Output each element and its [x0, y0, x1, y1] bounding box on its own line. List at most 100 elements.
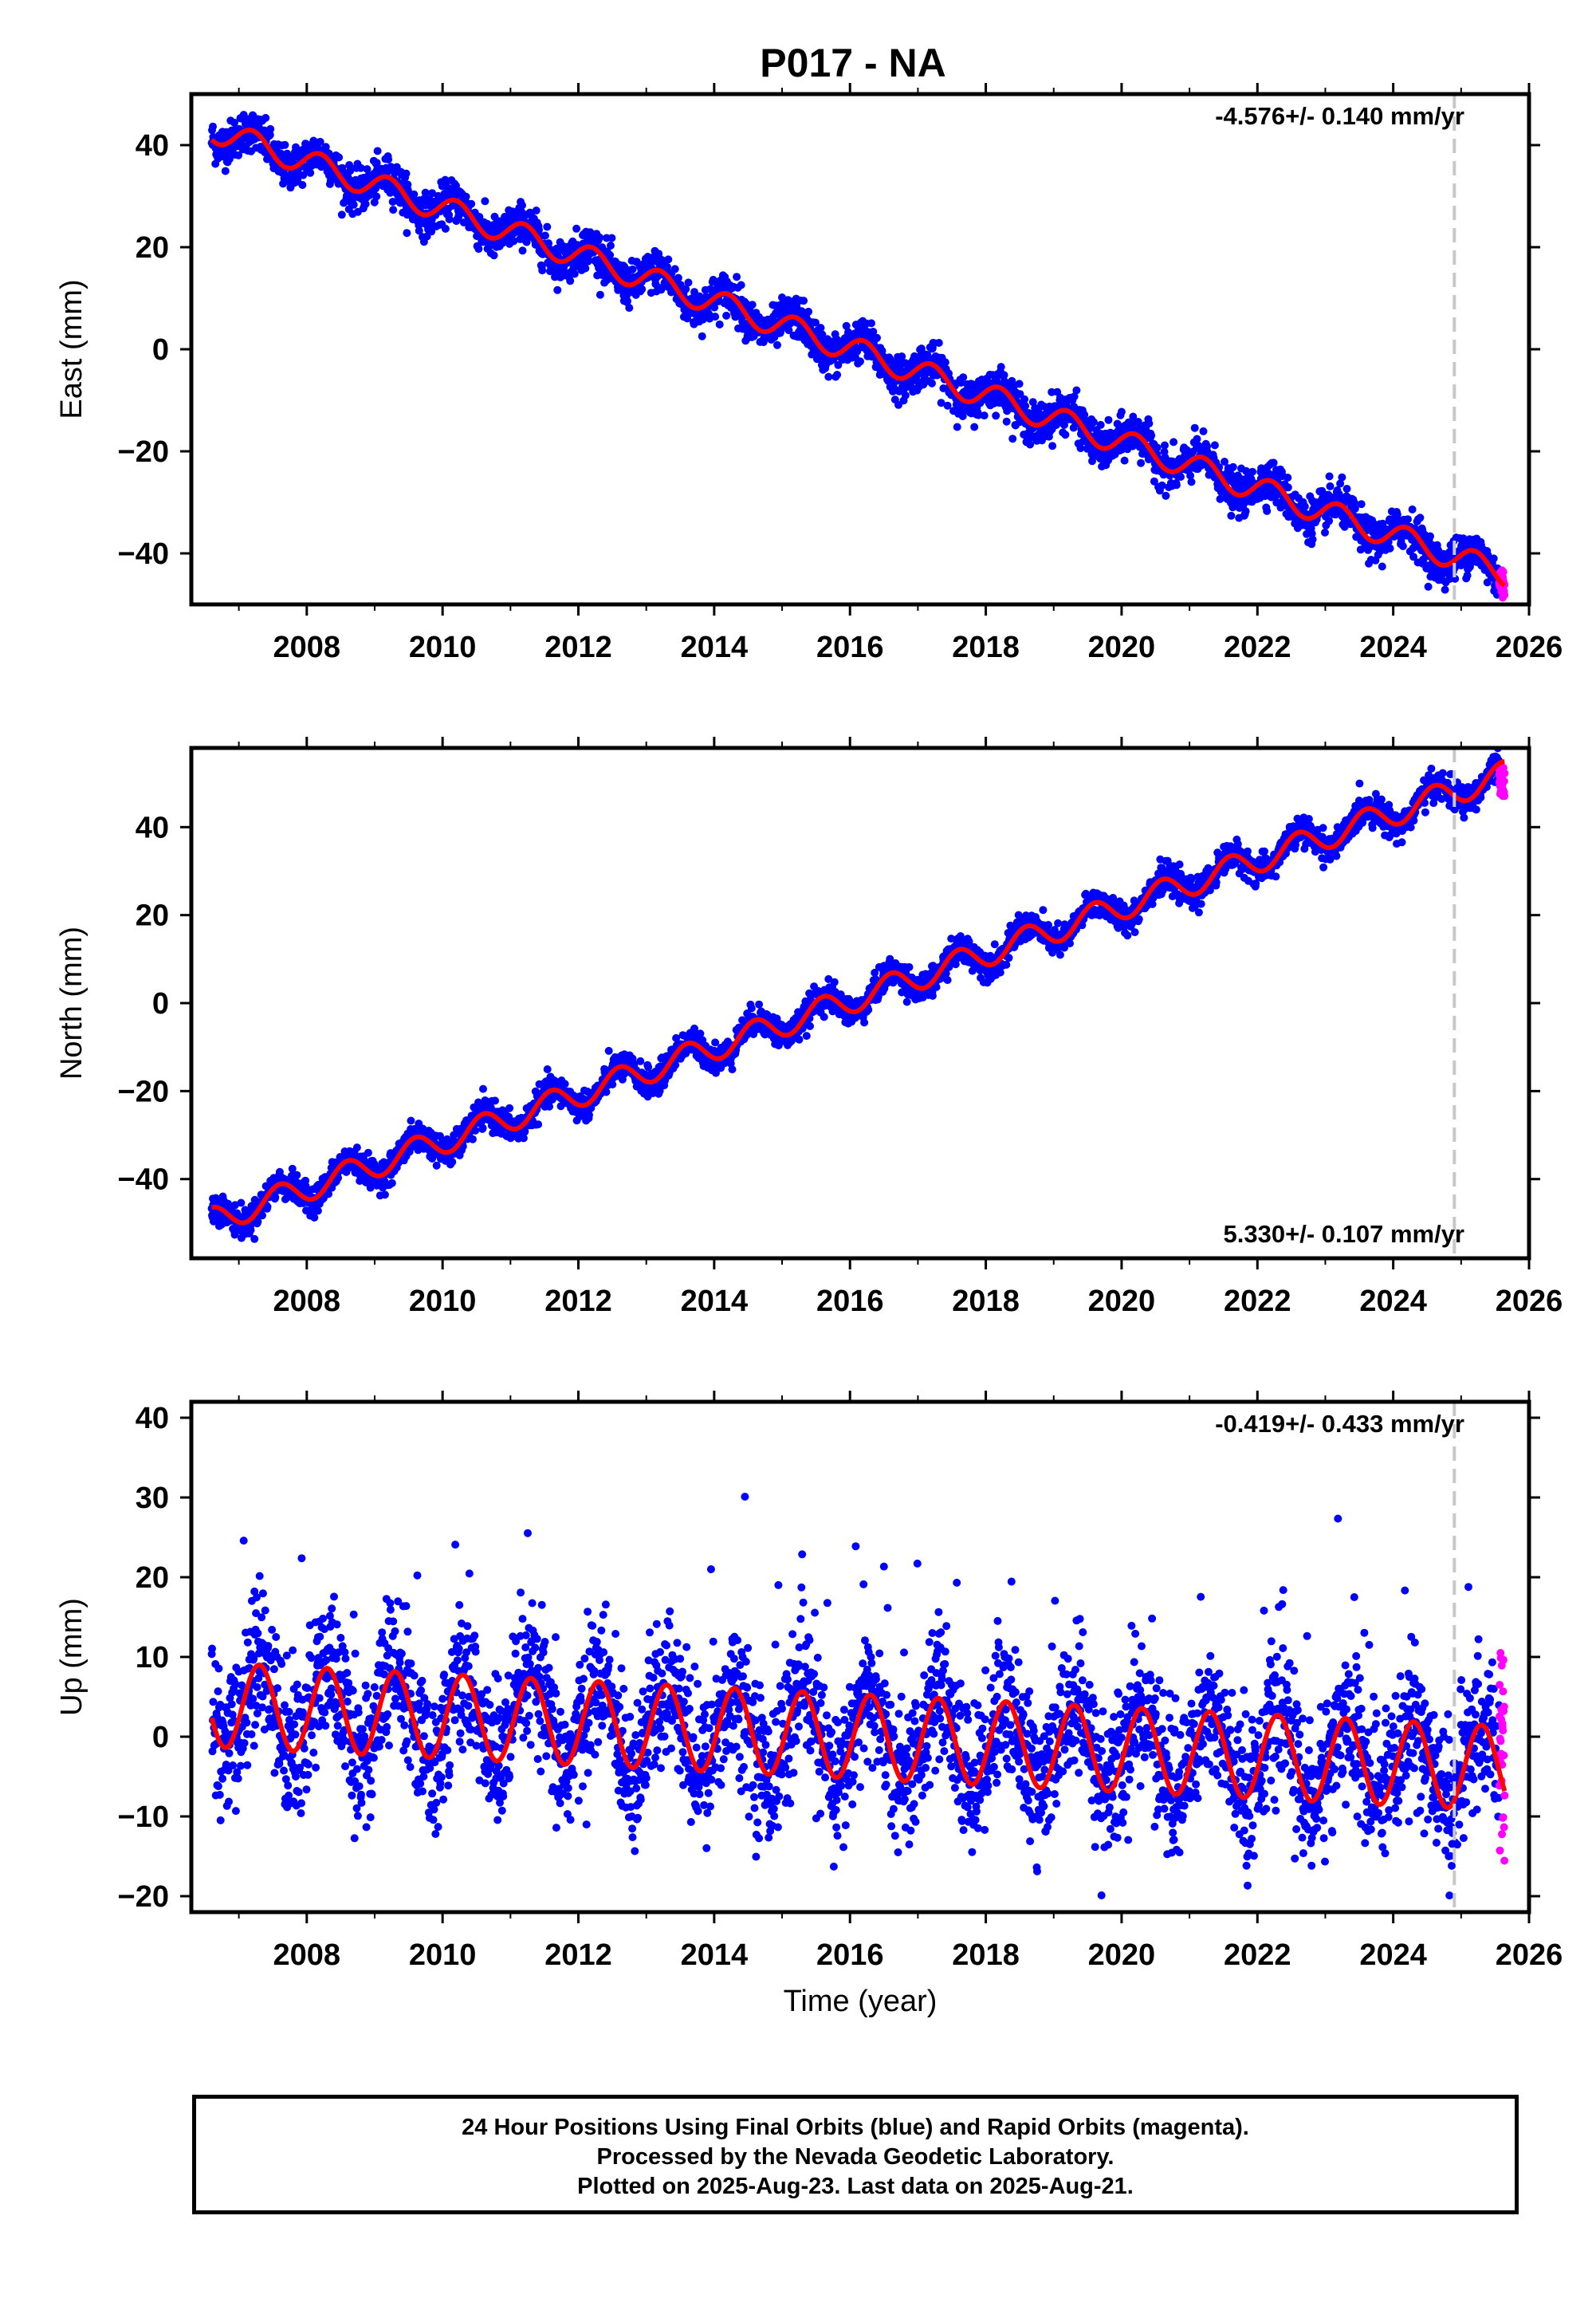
north-point — [560, 1080, 569, 1088]
east-point — [1241, 507, 1250, 516]
east-point — [306, 168, 315, 177]
east-point — [1489, 554, 1498, 563]
east-point — [501, 212, 509, 221]
east-x-tick-label: 2014 — [681, 631, 749, 664]
east-point — [541, 231, 549, 240]
east-point — [1008, 435, 1017, 443]
east-point — [1048, 388, 1056, 396]
east-point — [824, 372, 833, 381]
east-point — [356, 163, 365, 172]
east-point — [1199, 427, 1208, 435]
east-point — [1153, 443, 1162, 452]
east-point — [570, 270, 579, 278]
east-point — [1070, 392, 1079, 401]
north-point — [505, 1104, 514, 1112]
east-point — [349, 200, 358, 209]
east-point — [522, 238, 531, 246]
east-point — [1002, 417, 1011, 426]
east-point — [657, 285, 666, 294]
east-point — [606, 250, 615, 259]
east-point — [980, 411, 989, 420]
east-point — [596, 290, 604, 299]
north-point — [585, 1111, 593, 1120]
east-point — [566, 277, 575, 285]
east-point — [1424, 582, 1433, 591]
east-point — [1338, 473, 1346, 482]
east-x-tick-label: 2016 — [816, 631, 884, 664]
east-point — [970, 423, 979, 431]
east-point — [481, 197, 489, 206]
east-point — [773, 340, 781, 349]
east-point — [1120, 456, 1129, 465]
east-point — [1072, 386, 1081, 395]
east-point — [543, 222, 552, 231]
north-point — [246, 1226, 255, 1234]
east-point — [467, 199, 476, 208]
east-point — [281, 140, 289, 149]
east-y-tick-label: −40 — [118, 537, 169, 571]
east-point — [518, 246, 527, 255]
east-point — [298, 181, 307, 189]
east-x-tick-label: 2010 — [409, 631, 477, 664]
north-plot-area — [207, 748, 1509, 1258]
east-point — [607, 242, 615, 250]
east-point — [1357, 500, 1366, 509]
east-point — [572, 224, 581, 233]
east-point — [943, 401, 952, 410]
east-point — [489, 251, 498, 260]
east-point — [682, 285, 690, 293]
east-point — [856, 357, 864, 366]
east-point — [1193, 435, 1201, 443]
east-point — [293, 175, 302, 184]
east-point — [1061, 431, 1070, 439]
east-point — [698, 332, 706, 340]
east-point — [670, 265, 679, 274]
east-point — [337, 211, 346, 219]
east-rate-label: -4.576+/- 0.140 mm/yr — [1215, 102, 1464, 130]
east-point — [1228, 462, 1237, 471]
east-point — [363, 165, 371, 174]
east-point — [901, 391, 910, 399]
east-point — [1398, 542, 1407, 550]
east-point — [361, 199, 370, 208]
north-point — [407, 1116, 415, 1125]
east-point — [623, 297, 631, 305]
north-point — [534, 1120, 543, 1129]
east-point — [1162, 491, 1170, 500]
east-point — [1325, 472, 1334, 481]
east-y-tick-label: −20 — [118, 435, 169, 469]
east-point — [421, 188, 430, 197]
east-point — [538, 266, 547, 275]
north-point — [478, 1124, 487, 1132]
north-point — [543, 1065, 552, 1073]
east-point — [873, 333, 881, 342]
east-point — [1172, 481, 1181, 490]
east-point — [1190, 423, 1199, 432]
east-y-axis-label: East (mm) — [55, 279, 88, 419]
east-point — [1026, 440, 1035, 449]
east-point — [1342, 485, 1351, 493]
east-point — [1048, 442, 1057, 451]
east-point — [345, 161, 354, 169]
east-point — [1096, 420, 1105, 429]
east-point — [265, 131, 274, 140]
east-point — [710, 303, 719, 312]
east-point — [833, 371, 842, 379]
east-point — [722, 311, 731, 320]
east-point — [1325, 517, 1334, 525]
east-point — [581, 264, 590, 273]
figure-title: P017 - NA — [760, 41, 945, 85]
north-point — [545, 1102, 554, 1111]
east-point — [1177, 473, 1185, 481]
east-x-tick-label: 2020 — [1088, 631, 1156, 664]
east-point — [1161, 441, 1169, 450]
east-point — [997, 363, 1005, 372]
north-point — [432, 1161, 441, 1170]
north-point — [636, 1057, 645, 1065]
north-point — [728, 1065, 737, 1074]
east-point — [1016, 390, 1024, 399]
east-point — [1147, 431, 1156, 440]
east-point — [1326, 482, 1335, 490]
east-point — [628, 265, 637, 274]
east-point — [415, 226, 423, 235]
